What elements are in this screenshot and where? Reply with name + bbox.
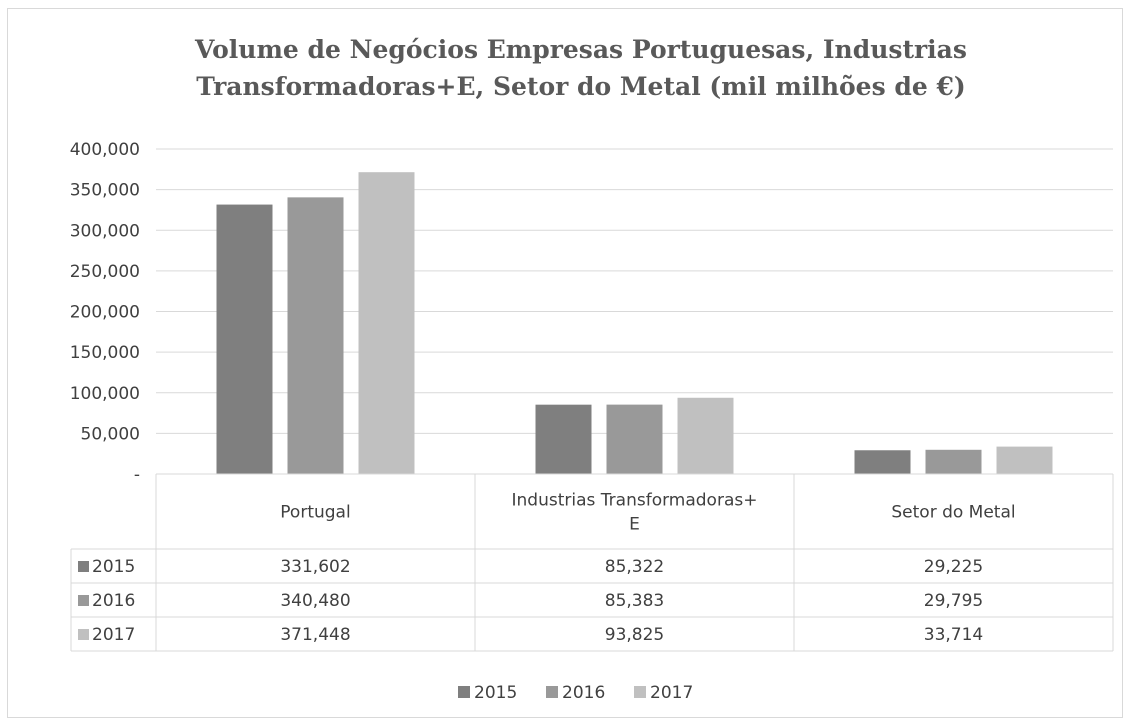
bar-2017-2 <box>677 397 734 474</box>
table-value-cell: 29,795 <box>924 591 983 611</box>
bar-2015-1 <box>216 204 273 475</box>
chart-title: Volume de Negócios Empresas Portuguesas,… <box>194 35 967 101</box>
bar-chart: Volume de Negócios Empresas Portuguesas,… <box>70 35 1114 703</box>
y-tick-label: 250,000 <box>70 262 140 282</box>
legend-key-2017 <box>634 686 646 698</box>
table-legend-key-2016 <box>78 595 89 606</box>
legend-label: 2015 <box>474 683 517 703</box>
table-value-cell: 331,602 <box>280 557 350 577</box>
y-tick-label: 200,000 <box>70 303 140 323</box>
table-header-cell: E <box>629 515 640 535</box>
chart-title-line: Volume de Negócios Empresas Portuguesas,… <box>194 35 967 64</box>
table-header-cell: Setor do Metal <box>891 503 1015 523</box>
legend-key-2016 <box>546 686 558 698</box>
table-legend-key-2015 <box>78 561 89 572</box>
chart-title-line: Transformadoras+E, Setor do Metal (mil m… <box>196 72 965 101</box>
y-tick-label: 100,000 <box>70 384 140 404</box>
table-value-cell: 85,322 <box>605 557 664 577</box>
table-row-label: 2016 <box>92 591 135 611</box>
table-value-cell: 340,480 <box>280 591 350 611</box>
data-table: Portugal Industrias Transformadoras+ E Seto… <box>70 473 1114 652</box>
table-value-cell: 93,825 <box>605 625 664 645</box>
table-row-label: 2017 <box>92 625 135 645</box>
y-axis: - 50,000 100,000 150,000 200,000 250,000 300,0… <box>70 140 140 485</box>
table-row-label: 2015 <box>92 557 135 577</box>
y-tick-label: 400,000 <box>70 140 140 160</box>
legend-label: 2016 <box>562 683 605 703</box>
bar-2016-1 <box>287 197 344 475</box>
legend-key-2015 <box>458 686 470 698</box>
table-value-cell: 33,714 <box>924 625 983 645</box>
bars <box>216 172 1053 475</box>
bar-2017-3 <box>996 446 1053 474</box>
table-header-cell: Industrias Transformadoras+ <box>512 491 758 511</box>
y-tick-label: 300,000 <box>70 221 140 241</box>
y-tick-label: 50,000 <box>81 424 140 444</box>
table-value-cell: 371,448 <box>280 625 350 645</box>
legend-label: 2017 <box>650 683 693 703</box>
table-legend-key-2017 <box>78 629 89 640</box>
bar-2015-2 <box>535 404 592 474</box>
y-tick-label: - <box>134 465 140 485</box>
bar-2016-2 <box>606 404 663 474</box>
table-value-cell: 85,383 <box>605 591 664 611</box>
table-value-cell: 29,225 <box>924 557 983 577</box>
y-tick-label: 150,000 <box>70 343 140 363</box>
y-tick-label: 350,000 <box>70 181 140 201</box>
chart-container: Volume de Negócios Empresas Portuguesas,… <box>7 8 1123 718</box>
bar-2015-3 <box>854 450 911 474</box>
bar-2016-3 <box>925 449 982 474</box>
bar-2017-1 <box>358 172 415 475</box>
table-header-cell: Portugal <box>280 503 350 523</box>
legend: 2015 2016 2017 <box>458 683 693 703</box>
